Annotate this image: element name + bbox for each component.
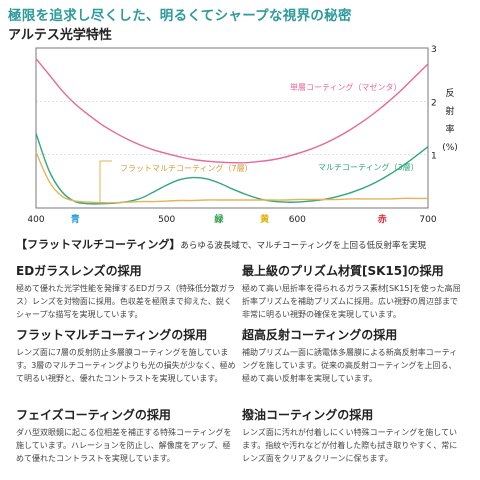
- y-label-char-1: 射: [445, 105, 454, 117]
- page-headline: 極限を追求し尽くした、明るくてシャープな視界の秘密: [8, 8, 352, 24]
- x-tick-400: 400: [27, 215, 44, 225]
- color-tick-0: 青: [71, 213, 80, 225]
- feature-sk15-prism: 最上級のプリズム材質[SK15]の採用 極めて高い屈折率を得られるガラス素材[S…: [242, 262, 464, 321]
- summary-lead: 【フラットマルチコーティング】: [16, 238, 181, 251]
- chart-gridlines: [36, 47, 428, 155]
- y-label-char-3: (%): [442, 143, 458, 153]
- y-tick-3: 3: [431, 45, 437, 55]
- series-label-single: 単層コーティング（マゼンタ）: [290, 82, 402, 92]
- feature-body: レンズ面に汚れが付着しにくい特殊コーティングを施しています。指紋や汚れなどが付着…: [242, 428, 458, 463]
- chart-leader-lines: [99, 160, 112, 202]
- feature-ed-glass: EDガラスレンズの採用 極めて優れた光学性能を発揮するEDガラス（特殊低分散ガラ…: [16, 262, 238, 321]
- series-line-2: [35, 151, 428, 204]
- reflectance-chart: 単層コーティング（マゼンタ） マルチコーティング（3層） フラットマルチコーティ…: [27, 45, 458, 225]
- x-tick-600: 600: [289, 215, 306, 225]
- summary-line: 【フラットマルチコーティング】あらゆる波長域で、マルチコーティングを上回る低反射…: [16, 236, 476, 252]
- chart-series: [35, 58, 429, 205]
- feature-title: 超高反射コーティングの採用: [242, 328, 398, 342]
- feature-high-reflect: 超高反射コーティングの採用 補助プリズム一面に誘電体多層膜による新高反射率コーテ…: [242, 326, 464, 385]
- color-tick-1: 緑: [214, 213, 224, 225]
- feature-oil-repellent: 撥油コーティングの採用 レンズ面に汚れが付着しにくい特殊コーティングを施していま…: [242, 406, 464, 465]
- series-line-1: [35, 133, 429, 205]
- feature-title: フラットマルチコーティングの採用: [16, 328, 208, 342]
- feature-body: 極めて高い屈折率を得られるガラス素材[SK15]を使った高屈折率プリズムを補助プ…: [242, 284, 461, 319]
- series-label-flat: フラットマルチコーティング（7層）: [120, 163, 253, 173]
- series-label-multi: マルチコーティング（3層）: [318, 162, 419, 172]
- feature-title: 撥油コーティングの採用: [242, 408, 374, 422]
- y-tick-2: 2: [431, 98, 437, 108]
- chart-y-label: 反射率 (%): [442, 88, 458, 153]
- y-tick-1: 1: [431, 152, 437, 162]
- feature-title: フェイズコーティングの採用: [16, 408, 171, 422]
- feature-body: 補助プリズム一面に誘電体多層膜による新高反射率コーティングを施しています。従来の…: [242, 348, 458, 383]
- feature-body: レンズ面に7層の反射防止多層膜コーティングを施しています。3層のマルチコーティン…: [16, 348, 236, 383]
- y-label-char-0: 反: [445, 88, 454, 99]
- feature-flat-multi: フラットマルチコーティングの採用 レンズ面に7層の反射防止多層膜コーティングを施…: [16, 326, 238, 385]
- chart-x-ticks: 400 500 600 700: [27, 215, 436, 225]
- color-tick-3: 赤: [378, 213, 387, 225]
- y-label-char-2: 率: [445, 123, 454, 135]
- x-tick-700: 700: [419, 215, 436, 225]
- series-line-0: [35, 58, 429, 164]
- chart-series-labels: 単層コーティング（マゼンタ） マルチコーティング（3層） フラットマルチコーティ…: [120, 82, 419, 173]
- feature-body: ダハ型双眼鏡に起こる位相差を補正する特殊コーティングを施しています。ハレーション…: [16, 428, 232, 463]
- chart-y-ticks: 1 2 3: [431, 45, 437, 162]
- page-subtitle: アルテス光学特性: [8, 28, 112, 43]
- chart-frame: [35, 47, 429, 209]
- feature-body: 極めて優れた光学性能を発揮するEDガラス（特殊低分散ガラス）レンズを対物面に採用…: [16, 284, 236, 319]
- feature-title: EDガラスレンズの採用: [16, 264, 142, 278]
- summary-text: あらゆる波長域で、マルチコーティングを上回る低反射率を実現: [180, 241, 426, 251]
- leader-flat: [99, 160, 112, 202]
- color-tick-2: 黄: [260, 213, 269, 225]
- x-tick-500: 500: [158, 215, 175, 225]
- chart-color-ticks: 青緑黄赤: [71, 213, 387, 225]
- feature-phase-coating: フェイズコーティングの採用 ダハ型双眼鏡に起こる位相差を補正する特殊コーティング…: [16, 406, 238, 465]
- feature-title: 最上級のプリズム材質[SK15]の採用: [242, 264, 444, 278]
